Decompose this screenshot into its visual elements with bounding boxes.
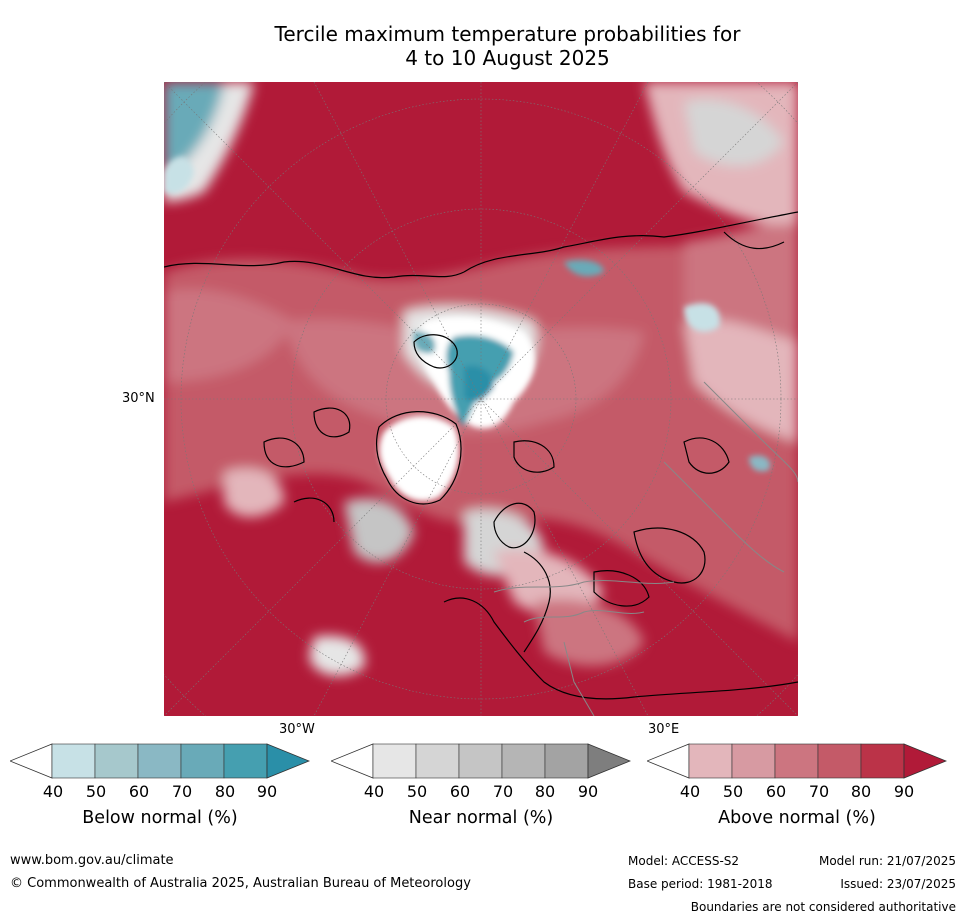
cb3-tick-40: 40 xyxy=(679,782,701,801)
longitude-label-30w: 30°W xyxy=(279,722,315,737)
boundaries-disclaimer: Boundaries are not considered authoritat… xyxy=(690,900,956,914)
colorbar-below-normal-swatch-70 xyxy=(137,743,182,779)
model-run-date: Model run: 21/07/2025 xyxy=(818,854,956,868)
colorbar-near-normal-swatches xyxy=(331,743,631,779)
longitude-label-30e: 30°E xyxy=(648,722,680,737)
colorbar-below-normal-swatch-50 xyxy=(51,743,96,779)
colorbar-near-normal-swatch-90 xyxy=(544,743,589,779)
colorbar-above-normal-swatches xyxy=(647,743,947,779)
cb3-tick-90: 90 xyxy=(893,782,915,801)
model-name: Model: ACCESS-S2 xyxy=(628,854,740,868)
colorbar-below-normal-label: Below normal (%) xyxy=(82,808,238,828)
country-boundaries xyxy=(493,381,798,716)
title-line-2: 4 to 10 August 2025 xyxy=(405,46,610,70)
colorbar-near-normal-swatch-80 xyxy=(501,743,546,779)
colorbar-below-normal xyxy=(10,743,310,779)
colorbar-near-normal xyxy=(331,743,631,779)
colorbar-above-normal xyxy=(647,743,947,779)
cb3-tick-70: 70 xyxy=(808,782,830,801)
base-period: Base period: 1981-2018 xyxy=(628,877,773,891)
colorbar-above-normal-swatch-60 xyxy=(731,743,776,779)
colorbar-above-normal-swatch-90 xyxy=(860,743,905,779)
colorbar-near-normal-swatch-70 xyxy=(458,743,503,779)
cb2-tick-90: 90 xyxy=(577,782,599,801)
cb1-tick-50: 50 xyxy=(85,782,107,801)
colorbar-near-normal-extension-low xyxy=(331,743,374,779)
colorbar-below-normal-extension-high xyxy=(266,743,310,779)
cb2-tick-80: 80 xyxy=(534,782,556,801)
colorbar-below-normal-extension-low xyxy=(10,743,53,779)
cb1-tick-80: 80 xyxy=(214,782,236,801)
cb3-tick-80: 80 xyxy=(850,782,872,801)
cb3-tick-60: 60 xyxy=(765,782,787,801)
cb2-tick-50: 50 xyxy=(406,782,428,801)
website-link[interactable]: www.bom.gov.au/climate xyxy=(10,853,174,868)
colorbar-near-normal-swatch-50 xyxy=(372,743,417,779)
colorbar-below-normal-swatches xyxy=(10,743,310,779)
colorbar-below-normal-swatch-80 xyxy=(180,743,225,779)
cb3-tick-50: 50 xyxy=(722,782,744,801)
cb2-tick-60: 60 xyxy=(449,782,471,801)
colorbar-above-normal-swatch-70 xyxy=(774,743,819,779)
cb1-tick-70: 70 xyxy=(171,782,193,801)
cb2-tick-70: 70 xyxy=(492,782,514,801)
colorbar-above-normal-swatch-80 xyxy=(817,743,862,779)
colorbar-near-normal-label: Near normal (%) xyxy=(408,808,554,828)
title-line-1: Tercile maximum temperature probabilitie… xyxy=(274,22,741,46)
issued-date: Issued: 23/07/2025 xyxy=(840,877,956,891)
cb1-tick-40: 40 xyxy=(42,782,64,801)
colorbar-above-normal-extension-high xyxy=(903,743,947,779)
graticule xyxy=(164,82,798,716)
cb2-tick-40: 40 xyxy=(363,782,385,801)
colorbar-below-normal-swatch-90 xyxy=(223,743,268,779)
forecast-map xyxy=(164,82,798,716)
colorbar-near-normal-swatch-60 xyxy=(415,743,460,779)
copyright-text: © Commonwealth of Australia 2025, Austra… xyxy=(10,876,471,891)
cb1-tick-90: 90 xyxy=(256,782,278,801)
cb1-tick-60: 60 xyxy=(128,782,150,801)
latitude-label-30n: 30°N xyxy=(122,391,155,406)
coastlines xyxy=(164,211,798,700)
colorbar-above-normal-extension-low xyxy=(647,743,690,779)
arctic-below-normal xyxy=(164,157,771,501)
colorbar-near-normal-extension-high xyxy=(587,743,631,779)
colorbar-above-normal-label: Above normal (%) xyxy=(718,808,876,828)
colorbar-above-normal-swatch-50 xyxy=(688,743,733,779)
map-canvas xyxy=(164,82,798,716)
map-title: Tercile maximum temperature probabilitie… xyxy=(200,22,815,70)
colorbar-below-normal-swatch-60 xyxy=(94,743,139,779)
